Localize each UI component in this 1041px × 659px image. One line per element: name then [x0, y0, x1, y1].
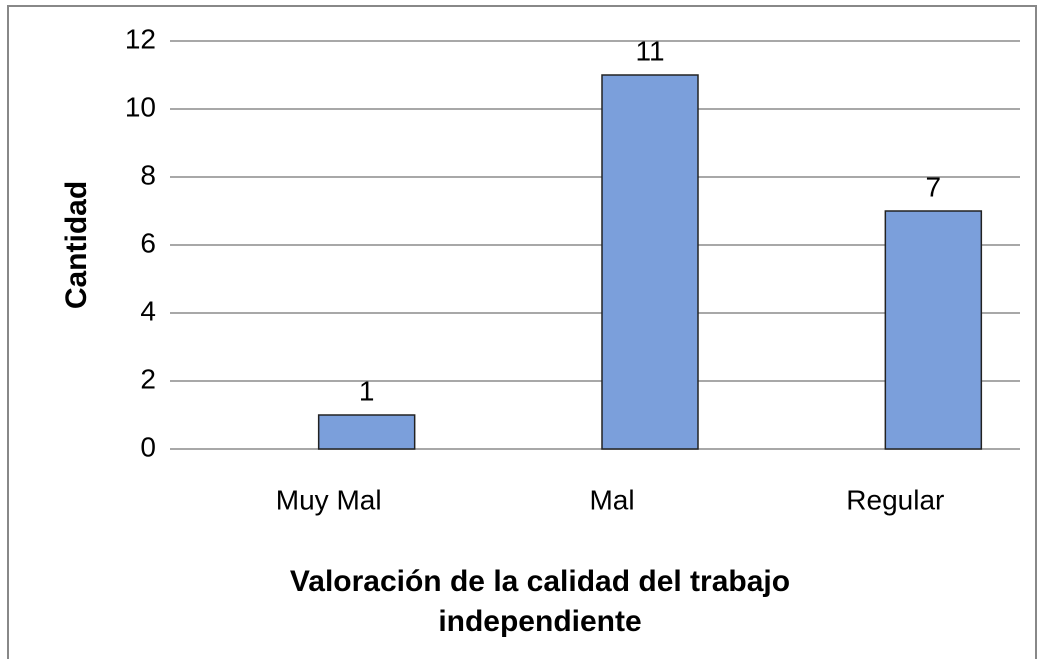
y-tick-label: 12: [125, 23, 156, 54]
data-label: 7: [926, 171, 942, 202]
bar: [601, 74, 699, 450]
data-label: 1: [359, 375, 375, 406]
y-tick-label: 4: [140, 295, 156, 326]
x-tick-label: Mal: [589, 484, 634, 515]
x-axis-label: Valoración de la calidad del trabajo ind…: [289, 565, 791, 638]
y-tick-label: 6: [140, 227, 156, 258]
chart-frame: [7, 5, 1037, 659]
data-label: 11: [635, 35, 664, 66]
y-axis-label: Cantidad: [60, 181, 93, 309]
bar: [317, 414, 416, 450]
y-tick-label: 0: [140, 431, 156, 462]
y-tick-label: 2: [140, 363, 156, 394]
y-tick-label: 10: [125, 91, 156, 122]
x-tick-label: Muy Mal: [276, 484, 382, 515]
y-tick-label: 8: [140, 159, 156, 190]
x-tick-label: Regular: [846, 484, 944, 515]
bar: [884, 210, 983, 450]
